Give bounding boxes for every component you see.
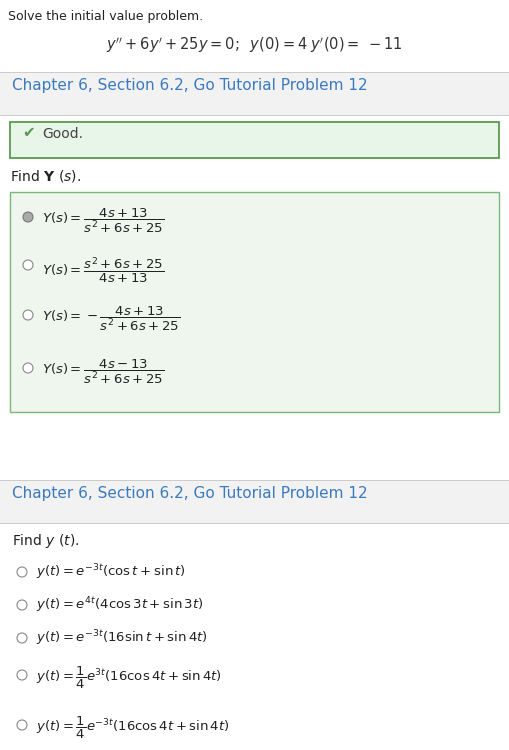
Text: Chapter 6, Section 6.2, Go Tutorial Problem 12: Chapter 6, Section 6.2, Go Tutorial Prob… <box>12 486 367 501</box>
Text: ✔: ✔ <box>22 125 35 140</box>
Text: Solve the initial value problem.: Solve the initial value problem. <box>8 10 203 23</box>
Bar <box>0 523 509 524</box>
Circle shape <box>17 600 27 610</box>
Text: $Y(s) = \dfrac{4s - 13}{s^2 + 6s + 25}$: $Y(s) = \dfrac{4s - 13}{s^2 + 6s + 25}$ <box>42 358 164 386</box>
Text: $y'' + 6y' + 25y = 0; \;\; y(0) = 4 \; y'(0) = \; -11$: $y'' + 6y' + 25y = 0; \;\; y(0) = 4 \; y… <box>106 35 403 55</box>
Bar <box>10 122 499 158</box>
Bar <box>10 192 499 412</box>
Bar <box>0 481 509 523</box>
Text: $y(t) = e^{-3t}(\cos t + \sin t)$: $y(t) = e^{-3t}(\cos t + \sin t)$ <box>36 562 186 581</box>
Circle shape <box>17 670 27 680</box>
Text: $y(t) = \dfrac{1}{4}e^{-3t}(16\cos 4t + \sin 4t)$: $y(t) = \dfrac{1}{4}e^{-3t}(16\cos 4t + … <box>36 715 230 741</box>
Text: Find $y$ $(t)$.: Find $y$ $(t)$. <box>12 532 79 550</box>
Circle shape <box>23 212 33 222</box>
Text: $Y(s) = \dfrac{s^2 + 6s + 25}{4s + 13}$: $Y(s) = \dfrac{s^2 + 6s + 25}{4s + 13}$ <box>42 255 164 285</box>
Bar <box>0 72 509 73</box>
Circle shape <box>23 363 33 373</box>
Text: $y(t) = \dfrac{1}{4}e^{3t}(16\cos 4t + \sin 4t)$: $y(t) = \dfrac{1}{4}e^{3t}(16\cos 4t + \… <box>36 665 222 691</box>
Bar <box>0 115 509 116</box>
Text: $y(t) = e^{-3t}(16\sin t + \sin 4t)$: $y(t) = e^{-3t}(16\sin t + \sin 4t)$ <box>36 628 208 647</box>
Text: Find $\mathbf{Y}$ $(s)$.: Find $\mathbf{Y}$ $(s)$. <box>10 168 81 184</box>
Text: $Y(s) = -\dfrac{4s + 13}{s^2 + 6s + 25}$: $Y(s) = -\dfrac{4s + 13}{s^2 + 6s + 25}$ <box>42 305 180 333</box>
Bar <box>0 73 509 115</box>
Circle shape <box>17 567 27 577</box>
Circle shape <box>23 310 33 320</box>
Circle shape <box>17 720 27 730</box>
Bar <box>0 480 509 481</box>
Circle shape <box>23 260 33 270</box>
Circle shape <box>17 633 27 643</box>
Text: Chapter 6, Section 6.2, Go Tutorial Problem 12: Chapter 6, Section 6.2, Go Tutorial Prob… <box>12 78 367 93</box>
Text: Good.: Good. <box>42 127 83 141</box>
Text: $y(t) = e^{4t}(4\cos 3t + \sin 3t)$: $y(t) = e^{4t}(4\cos 3t + \sin 3t)$ <box>36 595 203 614</box>
Text: $Y(s) = \dfrac{4s + 13}{s^2 + 6s + 25}$: $Y(s) = \dfrac{4s + 13}{s^2 + 6s + 25}$ <box>42 207 164 236</box>
